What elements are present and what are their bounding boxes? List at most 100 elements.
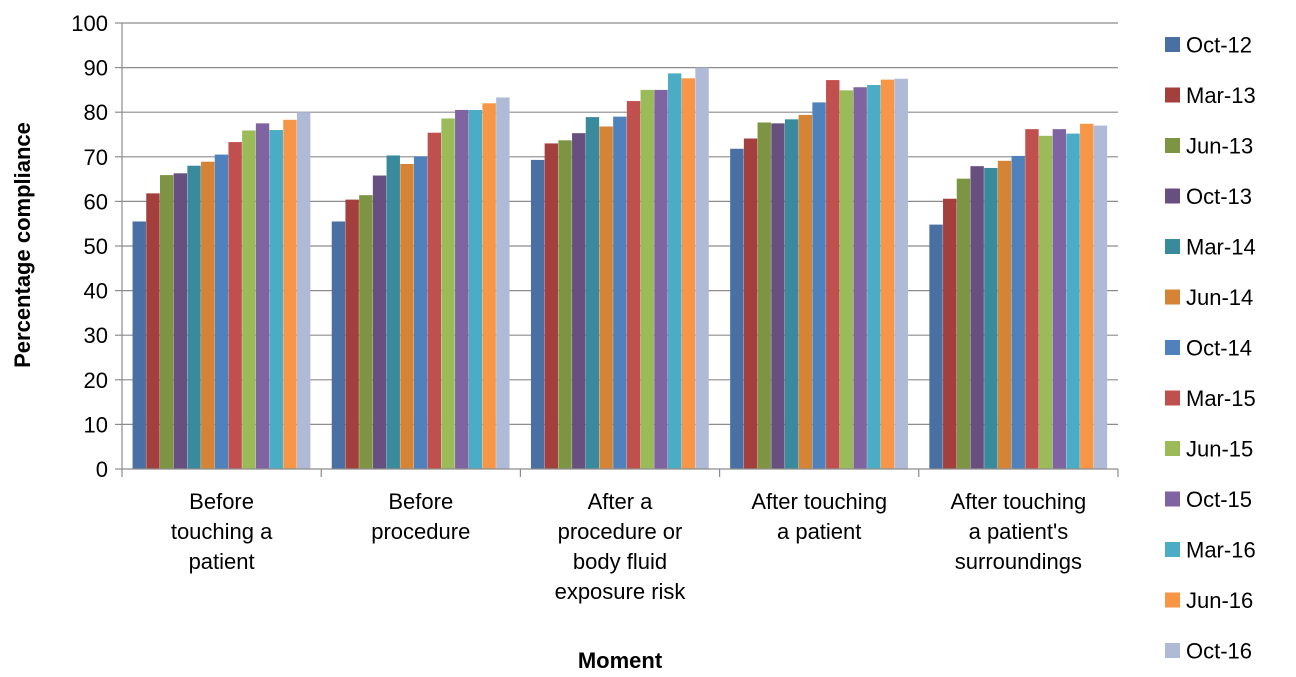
- x-category-label-line: After touching: [951, 489, 1087, 514]
- x-axis-title: Moment: [578, 648, 663, 673]
- bar-oct-14: [812, 102, 826, 469]
- bar-oct-16: [296, 112, 311, 469]
- legend-label: Oct-12: [1186, 33, 1252, 58]
- bar-jun-14: [798, 114, 813, 469]
- bar-mar-14: [984, 167, 998, 469]
- bar-jun-15: [1038, 135, 1053, 469]
- legend-swatch: [1165, 138, 1180, 153]
- y-tick-label: 90: [84, 56, 108, 81]
- bar-oct-15: [255, 123, 270, 469]
- bar-oct-13: [771, 123, 785, 469]
- bar-mar-16: [667, 73, 682, 469]
- bar-mar-15: [1025, 129, 1039, 469]
- bar-mar-14: [585, 117, 600, 469]
- bar-jun-13: [757, 122, 771, 469]
- bar-jun-15: [640, 89, 654, 470]
- legend-label: Jun-14: [1186, 285, 1253, 310]
- legend-swatch: [1165, 289, 1180, 305]
- x-category-label: Before procedure: [371, 489, 470, 544]
- x-category-label-line: a patient's: [969, 519, 1069, 544]
- bar-mar-13: [345, 199, 359, 469]
- bar-mar-15: [427, 132, 442, 469]
- legend-label: Oct-13: [1186, 184, 1252, 209]
- bar-mar-15: [228, 142, 242, 469]
- legend: Oct-12 Mar-13 Jun-13 Oct-13 Mar-14 Jun-14 Oct-…: [1165, 33, 1256, 664]
- legend-swatch: [1165, 37, 1180, 52]
- x-category-label-line: procedure: [371, 519, 470, 544]
- x-category-label-line: touching a: [171, 519, 273, 544]
- bar-mar-13: [943, 198, 957, 469]
- bar-oct-14: [214, 154, 229, 469]
- legend-swatch: [1165, 441, 1180, 456]
- bar-oct-14: [613, 116, 627, 469]
- y-tick-labels: 0 10 20 30 40 50 60 70 80 90 100: [71, 11, 108, 482]
- bar-oct-15: [654, 89, 668, 470]
- x-category-label-line: After a: [588, 489, 654, 514]
- x-category-label-line: procedure or: [558, 519, 683, 544]
- bar-oct-16: [894, 78, 908, 469]
- bar-jun-16: [1080, 123, 1094, 470]
- bar-oct-16: [496, 97, 510, 470]
- x-category-label-line: body fluid: [573, 549, 667, 574]
- bar-oct-14: [1011, 155, 1025, 469]
- x-category-label-line: exposure risk: [555, 579, 687, 604]
- x-category-label-line: patient: [189, 549, 255, 574]
- bar-oct-14: [413, 156, 428, 469]
- legend-swatch: [1165, 239, 1180, 254]
- bar-mar-14: [386, 155, 400, 469]
- y-tick-label: 100: [71, 11, 108, 36]
- bar-jun-16: [681, 78, 696, 469]
- bar-oct-13: [372, 175, 387, 470]
- x-category-label: Before touching a patient: [171, 489, 273, 574]
- x-category-labels: Before touching a patient Before procedure Af…: [171, 489, 1086, 604]
- x-category-label-line: a patient: [777, 519, 861, 544]
- bar-oct-15: [455, 109, 469, 469]
- x-category-label: After touching a patient's surroundings: [951, 489, 1087, 574]
- y-tick-label: 70: [84, 145, 108, 170]
- bar-jun-14: [997, 160, 1012, 469]
- bar-jun-15: [839, 90, 854, 469]
- legend-label: Mar-13: [1186, 83, 1256, 108]
- legend-swatch: [1165, 592, 1180, 608]
- bar-mar-13: [743, 138, 758, 469]
- legend-label: Jun-15: [1186, 437, 1253, 462]
- bar-mar-15: [626, 101, 641, 470]
- legend-swatch: [1165, 390, 1180, 406]
- bar-oct-15: [1052, 129, 1067, 469]
- y-tick-label: 50: [84, 234, 108, 259]
- bar-jun-14: [599, 126, 613, 470]
- legend-label: Jun-16: [1186, 588, 1253, 613]
- bar-oct-13: [572, 133, 586, 470]
- legend-label: Oct-14: [1186, 336, 1252, 361]
- bar-mar-16: [1066, 133, 1080, 469]
- bar-jun-13: [359, 195, 373, 469]
- legend-swatch: [1165, 542, 1180, 557]
- bar-oct-16: [1093, 125, 1108, 469]
- y-tick-label: 30: [84, 323, 108, 348]
- bar-jun-13: [558, 140, 572, 469]
- bar-mar-16: [468, 109, 483, 469]
- x-category-label: After touching a patient: [751, 489, 887, 544]
- bar-oct-15: [853, 87, 867, 469]
- y-tick-label: 20: [84, 368, 108, 393]
- bar-oct-12: [730, 148, 744, 469]
- bar-jun-13: [159, 175, 174, 469]
- bar-jun-15: [242, 130, 256, 469]
- bar-mar-15: [826, 80, 840, 469]
- bar-oct-13: [970, 166, 984, 469]
- legend-swatch: [1165, 491, 1180, 507]
- y-tick-label: 40: [84, 279, 108, 304]
- legend-label: Mar-16: [1186, 538, 1256, 563]
- bar-oct-12: [132, 221, 146, 469]
- bar-oct-12: [929, 224, 943, 469]
- bar-oct-12: [530, 159, 545, 469]
- legend-swatch: [1165, 188, 1180, 204]
- x-category-label: After a procedure or body fluid exposure ri…: [555, 489, 687, 604]
- y-tick-label: 10: [84, 412, 108, 437]
- bar-jun-13: [956, 178, 971, 470]
- bar-jun-16: [283, 119, 297, 470]
- bar-mar-16: [269, 130, 283, 470]
- bar-jun-15: [441, 118, 455, 469]
- bar-mar-16: [867, 84, 881, 469]
